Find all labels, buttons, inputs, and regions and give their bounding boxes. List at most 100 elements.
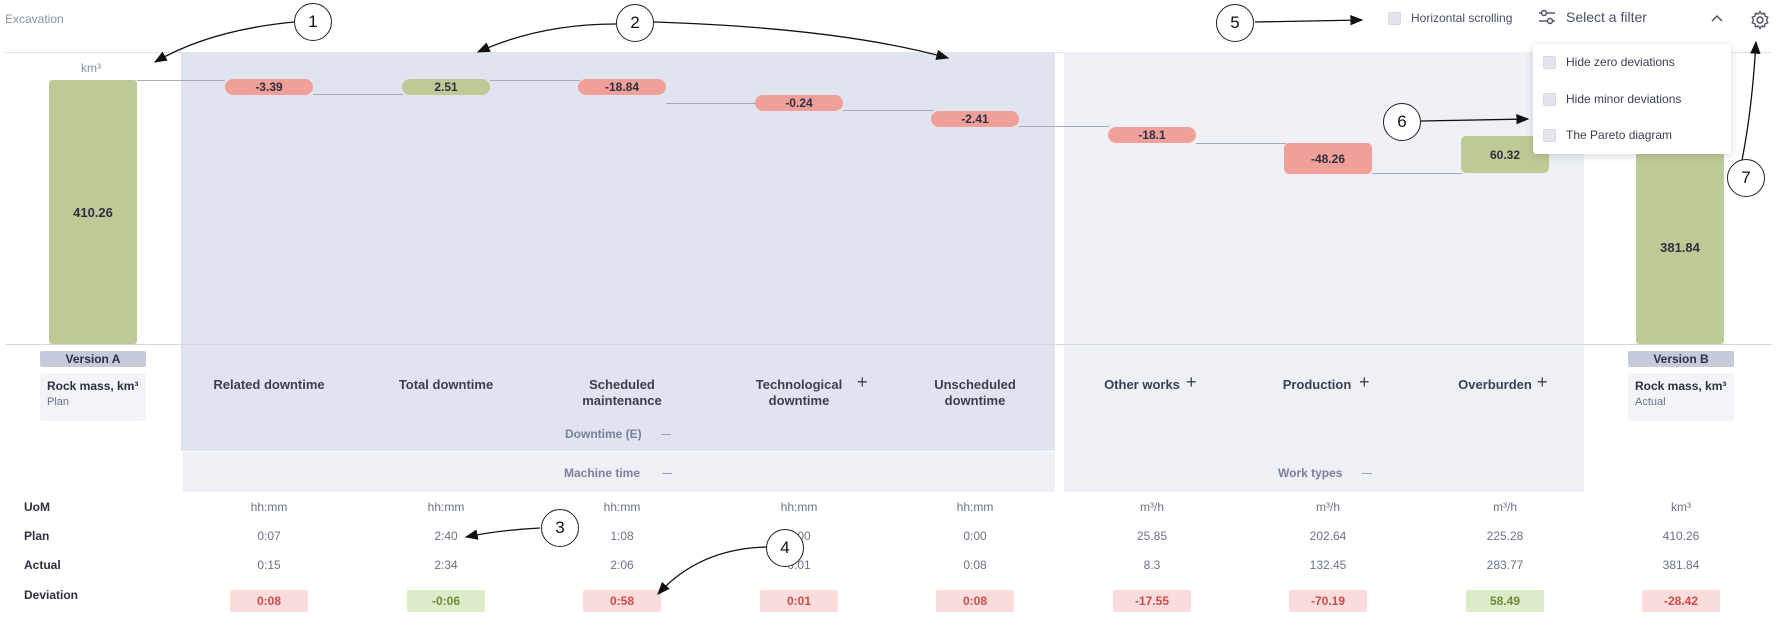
work-types-panel	[1064, 52, 1584, 492]
version-b-metric: Rock mass, km³	[1635, 379, 1727, 393]
delta-bar-production[interactable]: -48.26	[1284, 143, 1372, 174]
callout-6: 6	[1383, 103, 1421, 141]
deviation-badge[interactable]: 0:08	[936, 590, 1014, 612]
filter-dropdown: Hide zero deviations Hide minor deviatio…	[1533, 44, 1731, 154]
table-cell-actual: 2:06	[610, 558, 634, 572]
table-cell-actual: 283.77	[1486, 558, 1524, 572]
connector-line	[137, 80, 225, 81]
version-a-value: 410.26	[73, 204, 113, 220]
connector-line	[490, 80, 580, 81]
category-scheduled-maintenance[interactable]: Scheduled maintenance	[582, 377, 662, 408]
table-cell-plan: 2:40	[434, 529, 458, 543]
category-other-works[interactable]: Other works	[1104, 377, 1180, 392]
version-b-value: 381.84	[1660, 239, 1700, 255]
table-cell-plan: 1:08	[610, 529, 634, 543]
expand-overburden-icon[interactable]: +	[1537, 372, 1548, 392]
delta-bar-other-works[interactable]: -18.1	[1108, 127, 1196, 143]
collapse-downtime-icon[interactable]	[661, 434, 671, 435]
version-a-bar[interactable]: 410.26	[49, 80, 137, 344]
table-cell-actual: 0:08	[963, 558, 987, 572]
machine-time-panel	[183, 452, 1055, 492]
deviation-badge[interactable]: 0:58	[583, 590, 661, 612]
collapse-machine-time-icon[interactable]	[662, 473, 672, 474]
delta-bar-related-downtime[interactable]: -3.39	[225, 79, 313, 95]
delta-bar-scheduled-maintenance[interactable]: -18.84	[578, 79, 666, 95]
group-work-types-label[interactable]: Work types	[1278, 466, 1343, 480]
expand-technological-downtime-icon[interactable]: +	[857, 372, 868, 392]
table-cell-uom: km³	[1671, 500, 1691, 514]
delta-value: -3.39	[255, 80, 283, 94]
table-cell-actual: 0:15	[257, 558, 281, 572]
gear-icon[interactable]	[1750, 10, 1770, 30]
row-label-actual: Actual	[24, 558, 61, 572]
filter-sliders-icon	[1539, 9, 1555, 25]
version-b-bar[interactable]: 381.84	[1636, 150, 1724, 344]
version-b-tag[interactable]: Version B	[1628, 351, 1734, 367]
connector-line	[1019, 126, 1109, 127]
version-a-metric: Rock mass, km³	[47, 379, 139, 393]
category-total-downtime[interactable]: Total downtime	[398, 377, 494, 392]
filter-option-label: The Pareto diagram	[1566, 128, 1673, 142]
filter-option-checkbox[interactable]	[1543, 55, 1556, 69]
table-cell-actual: 8.3	[1143, 558, 1161, 572]
connector-line	[1196, 143, 1286, 144]
version-a-sub: Plan	[47, 396, 70, 408]
table-cell-actual: 381.84	[1662, 558, 1700, 572]
deviation-badge[interactable]: 58.49	[1466, 590, 1544, 612]
row-label-deviation: Deviation	[24, 588, 79, 602]
filter-option-label: Hide zero deviations	[1566, 55, 1675, 69]
downtime-panel	[181, 52, 1055, 451]
connector-line	[1372, 173, 1462, 174]
category-unscheduled-downtime[interactable]: Unscheduled downtime	[934, 377, 1016, 408]
category-technological-downtime[interactable]: Technological downtime	[755, 377, 843, 408]
chevron-up-icon[interactable]	[1711, 14, 1723, 22]
connector-line	[843, 110, 933, 111]
row-label-uom: UoM	[24, 500, 50, 514]
group-downtime-label[interactable]: Downtime (E)	[565, 427, 642, 441]
deviation-badge[interactable]: -70.19	[1289, 590, 1367, 612]
expand-other-works-icon[interactable]: +	[1186, 372, 1197, 392]
table-cell-uom: hh:mm	[427, 500, 465, 514]
category-related-downtime[interactable]: Related downtime	[213, 377, 325, 392]
filter-select[interactable]: Select a filter	[1538, 9, 1647, 25]
table-cell-uom: hh:mm	[603, 500, 641, 514]
delta-bar-technological-downtime[interactable]: -0.24	[755, 95, 843, 111]
version-a-tag[interactable]: Version A	[40, 351, 146, 367]
delta-bar-unscheduled-downtime[interactable]: -2.41	[931, 111, 1019, 127]
deviation-badge[interactable]: 0:01	[760, 590, 838, 612]
filter-option-hide-minor[interactable]: Hide minor deviations	[1543, 92, 1681, 106]
expand-production-icon[interactable]: +	[1359, 372, 1370, 392]
callout-5: 5	[1216, 4, 1254, 42]
table-cell-plan: 225.28	[1486, 529, 1524, 543]
delta-value: 60.32	[1489, 147, 1521, 162]
deviation-badge[interactable]: 0:08	[230, 590, 308, 612]
delta-value: -18.1	[1138, 128, 1166, 142]
filter-option-checkbox[interactable]	[1543, 92, 1556, 106]
horizontal-scrolling-checkbox[interactable]	[1388, 11, 1401, 25]
delta-value: -18.84	[604, 80, 640, 94]
filter-option-hide-zero[interactable]: Hide zero deviations	[1543, 55, 1675, 69]
table-cell-uom: hh:mm	[956, 500, 994, 514]
filter-placeholder: Select a filter	[1566, 9, 1647, 25]
deviation-badge[interactable]: -0:06	[407, 590, 485, 612]
table-cell-uom: m³/h	[1493, 500, 1517, 514]
deviation-badge[interactable]: -28.42	[1642, 590, 1720, 612]
table-cell-uom: m³/h	[1316, 500, 1340, 514]
deviation-badge[interactable]: -17.55	[1113, 590, 1191, 612]
category-production[interactable]: Production	[1282, 377, 1352, 392]
group-machine-time-label[interactable]: Machine time	[564, 466, 641, 480]
category-overburden[interactable]: Overburden	[1458, 377, 1532, 392]
horizontal-scrolling-toggle[interactable]: Horizontal scrolling	[1388, 11, 1512, 25]
table-cell-uom: hh:mm	[250, 500, 288, 514]
version-a-card: Rock mass, km³ Plan	[40, 373, 146, 421]
table-cell-uom: m³/h	[1140, 500, 1164, 514]
delta-bar-total-downtime[interactable]: 2.51	[402, 79, 490, 95]
callout-1: 1	[294, 3, 332, 41]
table-cell-plan: 410.26	[1662, 529, 1700, 543]
collapse-work-types-icon[interactable]	[1362, 473, 1372, 474]
filter-option-checkbox[interactable]	[1543, 128, 1556, 142]
filter-option-pareto[interactable]: The Pareto diagram	[1543, 128, 1672, 142]
version-b-sub: Actual	[1635, 396, 1666, 408]
delta-value: -0.24	[785, 96, 813, 110]
